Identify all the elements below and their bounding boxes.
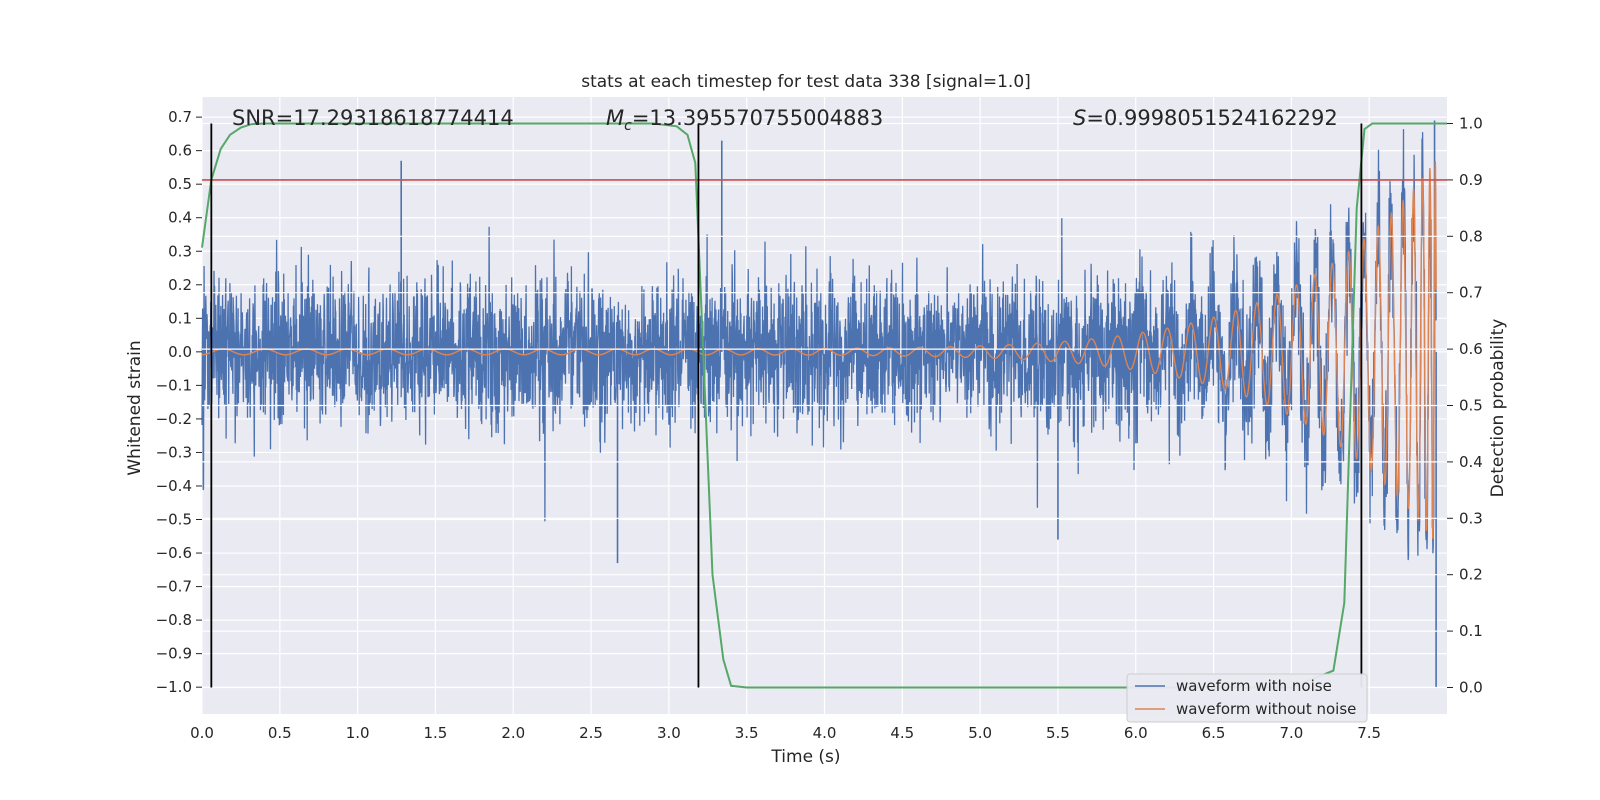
legend-box <box>1126 673 1368 723</box>
x-tick-label: 6.5 <box>1202 724 1226 742</box>
y-right-axis-ticks: 1.0 0.9 0.8 0.7 0.6 0.5 0.4 0.3 0.2 0.1 0.0 <box>1447 115 1483 696</box>
mc-value: =13.395570755004883 <box>632 106 883 130</box>
noisy-waveform-line <box>201 129 1437 561</box>
y-left-tick-label: −0.1 <box>156 376 192 394</box>
mc-subscript: c <box>624 118 632 134</box>
y-left-tick-label: 0.4 <box>168 209 192 227</box>
y-right-tick-label: 0.5 <box>1459 397 1483 415</box>
x-axis-ticks: 0.0 0.5 1.0 1.5 2.0 2.5 3.0 3.5 4.0 4.5 5.0 5.5 6.0 6… <box>190 724 1381 742</box>
x-tick-label: 0.5 <box>268 724 292 742</box>
probability-line <box>201 122 1447 689</box>
y-right-tick-label: 1.0 <box>1459 115 1483 133</box>
x-tick-label: 3.5 <box>735 724 759 742</box>
x-tick-label: 4.0 <box>813 724 837 742</box>
x-tick-label: 5.0 <box>968 724 992 742</box>
y-right-tick-label: 0.7 <box>1459 284 1483 302</box>
x-tick-label: 6.0 <box>1124 724 1148 742</box>
x-tick-label: 7.0 <box>1279 724 1303 742</box>
y-right-tick-label: 0.1 <box>1459 622 1483 640</box>
series-detection-probability <box>201 122 1447 689</box>
y-left-axis-ticks: 0.7 0.6 0.5 0.4 0.3 0.2 0.1 0.0 −0.1 −0.2 −0.3 −0.4… <box>156 108 202 696</box>
y-left-tick-label: 0.0 <box>168 343 192 361</box>
x-tick-label: 3.0 <box>657 724 681 742</box>
s-annotation: S=0.9998051524162292 <box>1073 106 1338 130</box>
s-symbol: S <box>1073 106 1086 130</box>
mc-symbol: M <box>606 106 624 130</box>
x-tick-label: 0.0 <box>190 724 214 742</box>
clean-waveform-line <box>202 160 1437 539</box>
y-right-tick-label: 0.6 <box>1459 340 1483 358</box>
y-right-tick-label: 0.0 <box>1459 678 1483 696</box>
y-left-tick-label: 0.5 <box>168 175 192 193</box>
y-right-tick-label: 0.3 <box>1459 509 1483 527</box>
y-left-axis-label: Whitened strain <box>125 340 145 475</box>
y-left-tick-label: −0.3 <box>156 443 192 461</box>
y-left-tick-label: −1.0 <box>156 678 192 696</box>
y-right-axis-label: Detection probability <box>1488 319 1508 498</box>
legend-label-noise: waveform with noise <box>1176 677 1332 695</box>
legend-label-clean: waveform without noise <box>1176 700 1356 718</box>
y-left-tick-label: −0.8 <box>156 611 192 629</box>
x-axis-label: Time (s) <box>770 747 840 767</box>
y-right-tick-label: 0.2 <box>1459 566 1483 584</box>
legend: waveform with noise waveform without noi… <box>1126 673 1368 723</box>
x-tick-label: 4.5 <box>890 724 914 742</box>
y-left-tick-label: −0.4 <box>156 477 192 495</box>
vertical-markers <box>210 123 1363 688</box>
y-right-tick-label: 0.9 <box>1459 171 1483 189</box>
x-tick-label: 5.5 <box>1046 724 1070 742</box>
y-left-tick-label: −0.5 <box>156 511 192 529</box>
y-right-tick-label: 0.8 <box>1459 227 1483 245</box>
snr-annotation: SNR=17.29318618774414 <box>232 106 514 130</box>
series-waveform-without-noise <box>202 160 1437 539</box>
x-tick-label: 1.0 <box>346 724 370 742</box>
x-tick-label: 2.0 <box>501 724 525 742</box>
y-left-tick-label: −0.6 <box>156 544 192 562</box>
chirp-mass-annotation: Mc=13.395570755004883 <box>606 106 883 134</box>
y-left-tick-label: 0.7 <box>168 108 192 126</box>
chart-title: stats at each timestep for test data 338… <box>581 72 1031 92</box>
y-left-tick-label: −0.9 <box>156 645 192 663</box>
y-left-tick-label: 0.2 <box>168 276 192 294</box>
x-tick-label: 7.5 <box>1357 724 1381 742</box>
x-tick-label: 1.5 <box>424 724 448 742</box>
y-left-tick-label: 0.1 <box>168 309 192 327</box>
y-left-tick-label: 0.6 <box>168 142 192 160</box>
y-left-tick-label: −0.7 <box>156 578 192 596</box>
x-tick-label: 2.5 <box>579 724 603 742</box>
y-right-tick-label: 0.4 <box>1459 453 1483 471</box>
s-value: =0.9998051524162292 <box>1086 106 1337 130</box>
y-left-tick-label: −0.2 <box>156 410 192 428</box>
y-left-tick-label: 0.3 <box>168 242 192 260</box>
